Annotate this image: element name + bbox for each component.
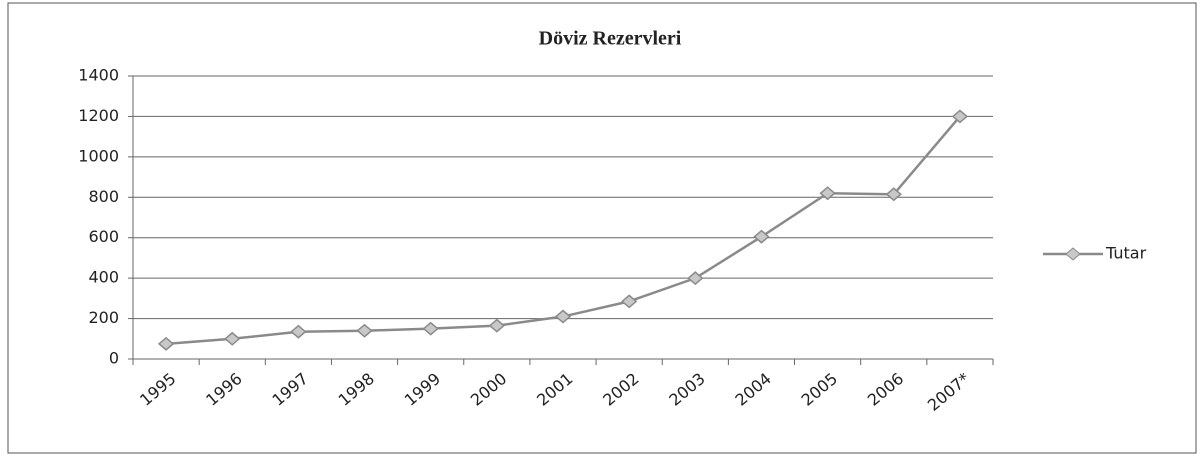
data-point xyxy=(356,323,373,338)
x-tick-label: 2001 xyxy=(533,369,576,410)
x-tick-label: 2003 xyxy=(665,369,708,410)
y-tick-label: 1200 xyxy=(78,106,119,125)
chart-frame xyxy=(7,2,1197,454)
data-point xyxy=(621,294,638,309)
x-tick-label: 2005 xyxy=(798,369,841,410)
y-tick-label: 0 xyxy=(109,349,119,368)
x-tick-label: 2007* xyxy=(924,369,974,415)
x-tick-label: 1995 xyxy=(136,369,179,410)
x-tick-label: 2002 xyxy=(599,369,642,410)
data-point xyxy=(687,271,704,286)
x-tick-label: 2000 xyxy=(467,369,510,410)
data-point xyxy=(554,309,572,324)
x-tick-label: 2004 xyxy=(732,369,775,410)
legend-marker xyxy=(1065,247,1081,261)
data-point xyxy=(224,331,241,346)
data-point xyxy=(422,321,439,336)
data-point xyxy=(753,229,770,244)
chart-title: Döviz Rezervleri xyxy=(539,28,682,50)
data-point xyxy=(819,186,836,201)
y-tick-label: 1000 xyxy=(78,146,119,165)
y-tick-label: 600 xyxy=(88,227,119,246)
data-point xyxy=(951,109,969,124)
x-tick-label: 1998 xyxy=(335,369,378,410)
data-point xyxy=(290,324,307,339)
data-point xyxy=(885,187,902,202)
data-point xyxy=(157,336,175,351)
y-tick-label: 200 xyxy=(88,308,119,327)
x-tick-label: 2006 xyxy=(864,369,907,410)
y-tick-label: 400 xyxy=(88,268,119,287)
x-tick-label: 1997 xyxy=(268,369,311,410)
legend-label: Tutar xyxy=(1105,244,1147,263)
y-tick-label: 800 xyxy=(88,187,119,206)
y-tick-label: 1400 xyxy=(78,66,119,85)
data-point xyxy=(488,318,505,333)
x-tick-label: 1996 xyxy=(202,369,245,410)
x-tick-label: 1999 xyxy=(401,369,444,410)
